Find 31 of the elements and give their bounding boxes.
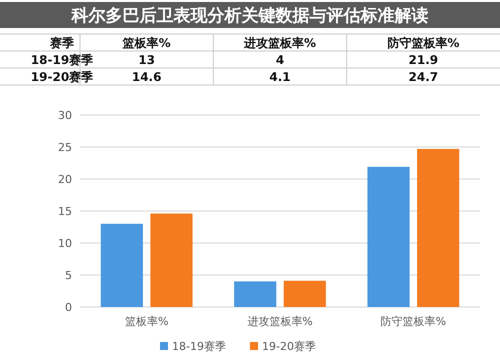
data-label: 14.6	[132, 70, 162, 84]
text: 19-20赛季	[30, 70, 94, 84]
y-tick-label: 15	[58, 205, 72, 218]
data-label: 13	[138, 53, 156, 67]
y-tick-label: 0	[65, 301, 72, 314]
bar	[417, 148, 460, 307]
x-tick-label: 篮板率%	[124, 315, 168, 328]
legend-label: 18-19赛季	[172, 340, 226, 353]
data-label: 24.7	[408, 70, 438, 84]
y-tick-label: 10	[58, 237, 72, 250]
chart-title: 科尔多巴后卫表现分析关键数据与评估标准解读	[70, 6, 428, 26]
bar	[367, 166, 410, 307]
text: 18-19赛季	[30, 53, 94, 67]
y-tick-label: 30	[58, 109, 72, 122]
category-label: 防守篮板率%	[387, 36, 460, 50]
data-label: 4	[276, 53, 284, 67]
category-label: 篮板率%	[122, 36, 171, 50]
y-tick-label: 25	[58, 141, 72, 154]
data-label: 21.9	[408, 53, 438, 67]
y-tick-label: 20	[58, 173, 72, 186]
category-label: 进攻篮板率%	[244, 36, 316, 50]
legend-title: 赛季	[49, 36, 75, 50]
data-label: 4.1	[269, 70, 291, 84]
bar	[284, 280, 326, 307]
bar	[100, 224, 143, 307]
bar	[150, 214, 193, 307]
bar	[234, 281, 276, 307]
x-tick-label: 防守篮板率%	[380, 315, 446, 328]
legend-label: 19-20赛季	[262, 340, 316, 353]
y-tick-label: 5	[65, 269, 72, 282]
x-tick-label: 进攻篮板率%	[247, 315, 313, 328]
